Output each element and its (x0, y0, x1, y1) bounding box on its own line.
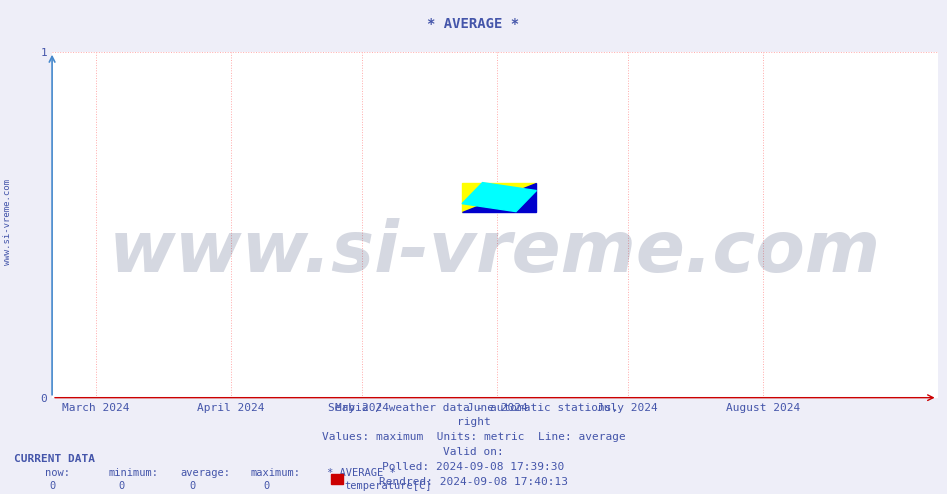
Text: Serbia / weather data - automatic stations,: Serbia / weather data - automatic statio… (329, 403, 618, 412)
Text: 0: 0 (263, 481, 270, 491)
Text: Polled: 2024-09-08 17:39:30: Polled: 2024-09-08 17:39:30 (383, 462, 564, 472)
Text: minimum:: minimum: (109, 468, 159, 478)
Text: right: right (456, 417, 491, 427)
Text: average:: average: (180, 468, 230, 478)
Text: 0: 0 (189, 481, 196, 491)
Text: now:: now: (45, 468, 70, 478)
Text: CURRENT DATA: CURRENT DATA (14, 454, 96, 464)
Text: 0: 0 (118, 481, 125, 491)
Polygon shape (462, 183, 536, 211)
Text: www.si-vreme.com: www.si-vreme.com (109, 218, 881, 287)
Polygon shape (462, 183, 536, 211)
Text: * AVERAGE *: * AVERAGE * (327, 468, 396, 478)
Text: Valid on:: Valid on: (443, 447, 504, 457)
Text: maximum:: maximum: (251, 468, 301, 478)
Text: 0: 0 (49, 481, 56, 491)
Text: * AVERAGE *: * AVERAGE * (427, 17, 520, 31)
Text: Rendred: 2024-09-08 17:40:13: Rendred: 2024-09-08 17:40:13 (379, 477, 568, 487)
Text: www.si-vreme.com: www.si-vreme.com (3, 179, 12, 265)
Polygon shape (462, 183, 536, 211)
Text: Values: maximum  Units: metric  Line: average: Values: maximum Units: metric Line: aver… (322, 432, 625, 442)
Text: temperature[C]: temperature[C] (345, 481, 432, 491)
